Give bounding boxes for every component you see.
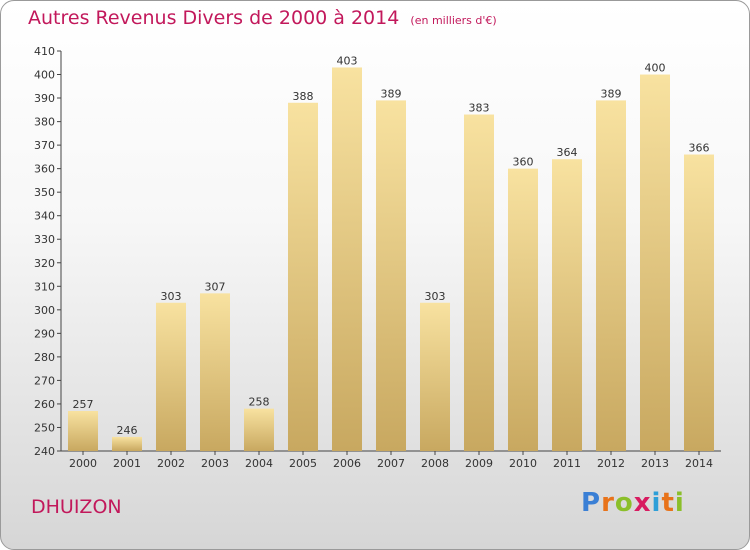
y-tick-label: 260 [34,398,55,411]
bar-2002 [156,302,186,451]
y-tick-label: 280 [34,351,55,364]
bar-2000 [68,411,98,451]
logo-letter: i [674,488,685,518]
y-tick-label: 390 [34,92,55,105]
bar-2011 [552,159,582,451]
logo-letter: r [601,488,615,518]
data-label-2005: 388 [293,90,314,103]
y-tick-label: 370 [34,139,55,152]
bar-2006 [332,67,362,452]
x-tick-label: 2006 [333,457,361,470]
data-label-2001: 246 [117,424,138,437]
chart-title: Autres Revenus Divers de 2000 à 2014 (en… [28,7,497,29]
x-tick-label: 2004 [245,457,273,470]
proxiti-logo: Proxiti [581,488,685,518]
logo-letter: x [633,488,652,518]
y-tick-label: 240 [34,445,55,458]
y-tick-label: 300 [34,304,55,317]
y-tick-label: 250 [34,421,55,434]
bar-2005 [288,102,318,451]
data-label-2009: 383 [469,102,490,115]
data-label-2010: 360 [513,156,534,169]
y-tick-label: 310 [34,280,55,293]
logo-letter: i [651,488,662,518]
data-label-2013: 400 [645,62,666,75]
x-tick-label: 2007 [377,457,405,470]
bar-2014 [684,154,714,451]
bar-2012 [596,100,626,451]
data-label-2003: 307 [205,280,226,293]
bar-2007 [376,100,406,451]
bar-2003 [200,293,230,451]
data-label-2002: 303 [161,290,182,303]
x-tick-label: 2012 [597,457,625,470]
data-labels: 257 246 303 307 258 388 403 389 303 383 360 364 389 4… [73,54,710,436]
y-tick-label: 410 [34,45,55,58]
x-tick-label: 2001 [113,457,141,470]
y-tick-label: 320 [34,257,55,270]
data-label-2011: 364 [557,146,578,159]
x-tick-label: 2003 [201,457,229,470]
x-tick-label: 2002 [157,457,185,470]
y-tick-label: 400 [34,69,55,82]
x-tick-label: 2014 [685,457,713,470]
bars [68,67,714,452]
x-tick-label: 2000 [69,457,97,470]
data-label-2004: 258 [249,396,270,409]
bar-2013 [640,74,670,451]
y-tick-label: 350 [34,186,55,199]
commune-name: DHUIZON [31,496,122,518]
y-tick-label: 360 [34,163,55,176]
logo-letter: t [661,488,675,518]
bar-2009 [464,114,494,451]
data-label-2014: 366 [689,142,710,155]
y-tick-label: 330 [34,233,55,246]
y-tick-label: 340 [34,210,55,223]
data-label-2012: 389 [601,87,622,100]
bar-2010 [508,168,538,451]
title-unit: (en milliers d'€) [410,14,497,27]
data-label-2006: 403 [337,54,358,67]
logo-letter: o [614,488,634,518]
y-tick-label: 290 [34,327,55,340]
x-tick-label: 2013 [641,457,669,470]
x-tick-label: 2005 [289,457,317,470]
x-tick-label: 2011 [553,457,581,470]
bar-2004 [244,408,274,451]
data-label-2007: 389 [381,87,402,100]
bar-2008 [420,302,450,451]
data-label-2008: 303 [425,290,446,303]
x-tick-label: 2009 [465,457,493,470]
y-tick-label: 270 [34,374,55,387]
x-tick-label: 2010 [509,457,537,470]
x-tick-label: 2008 [421,457,449,470]
logo-letter: P [581,488,602,518]
title-main: Autres Revenus Divers de 2000 à 2014 [28,7,400,29]
bar-2001 [112,436,142,451]
y-tick-label: 380 [34,116,55,129]
data-label-2000: 257 [73,398,94,411]
